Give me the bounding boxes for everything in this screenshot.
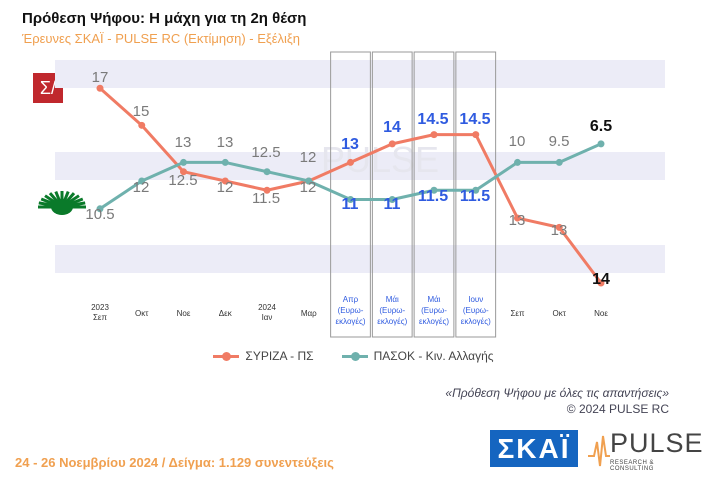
syriza-point: [430, 131, 438, 139]
x-tick-label: (Ευρω-: [338, 306, 364, 315]
pasok-point: [430, 186, 438, 194]
syriza-data-label: 10: [509, 133, 526, 150]
pasok-data-label: 11.5: [252, 190, 280, 207]
legend-item-syriza: ΣΥΡΙΖΑ - ΠΣ: [213, 349, 314, 363]
syriza-data-label: 12: [300, 149, 317, 166]
syriza-point: [472, 131, 480, 139]
syriza-point: [138, 121, 146, 129]
syriza-point: [597, 279, 605, 287]
syriza-data-label: 9.5: [549, 133, 570, 150]
pasok-point: [180, 158, 187, 166]
syriza-data-label: 14.5: [459, 111, 490, 128]
pasok-point: [221, 158, 229, 166]
x-tick-label: (Ευρω-: [421, 306, 447, 315]
pasok-point: [138, 177, 146, 185]
x-tick-label: εκλογές): [419, 317, 449, 326]
euro-election-box: [455, 51, 497, 338]
pasok-data-label: 14: [592, 271, 610, 288]
pasok-point: [263, 168, 271, 176]
syriza-data-label: 12.5: [251, 144, 280, 161]
pasok-point: [96, 205, 104, 213]
pasok-point: [388, 196, 396, 204]
syriza-point: [555, 223, 563, 231]
syriza-point: [180, 168, 187, 176]
pasok-data-label: 11: [384, 196, 401, 213]
syriza-data-label: 13: [341, 136, 359, 153]
syriza-data-label: 6.5: [590, 118, 612, 135]
background-band: [55, 245, 665, 273]
x-tick-label: εκλογές): [461, 317, 491, 326]
pulse-logo: PULSE RESEARCH & CONSULTING: [588, 428, 703, 472]
x-tick-label: Μάι: [427, 295, 440, 304]
note-voting-intention: «Πρόθεση Ψήφου με όλες τις απαντήσεις»: [445, 386, 669, 400]
pasok-point: [555, 158, 563, 166]
pasok-data-label: 11.5: [460, 188, 490, 205]
pasok-data-label: 12.5: [168, 172, 197, 189]
x-tick-label: εκλογές): [336, 317, 366, 326]
syriza-data-label: 13: [217, 134, 234, 151]
legend-swatch-pasok: [341, 351, 368, 361]
x-tick-label: (Ευρω-: [463, 306, 489, 315]
pasok-data-label: 12: [217, 179, 234, 196]
x-tick-label: Μαρ: [301, 309, 317, 318]
syriza-data-label: 13: [175, 134, 192, 151]
pasok-data-label: 13: [551, 222, 568, 239]
syriza-point: [388, 140, 396, 148]
survey-footer: 24 - 26 Νοεμβρίου 2024 / Δείγμα: 1.129 σ…: [15, 455, 334, 470]
syriza-point: [221, 177, 229, 185]
pasok-data-label: 12: [300, 179, 317, 196]
syriza-data-label: 17: [92, 69, 109, 86]
syriza-point: [347, 158, 354, 166]
x-tick-label: Νοε: [177, 309, 191, 318]
pasok-data-label: 13: [509, 212, 526, 229]
x-tick-label: Σεπ: [93, 313, 108, 322]
x-tick-label: Απρ: [343, 295, 359, 304]
watermark-text: PULSE: [321, 139, 439, 180]
pasok-point: [597, 140, 605, 148]
chart-title: Πρόθεση Ψήφου: Η μάχη για τη 2η θέση: [22, 10, 307, 27]
pasok-point: [305, 177, 313, 185]
pasok-point: [347, 196, 354, 204]
x-tick-label: 2023: [91, 303, 109, 312]
x-tick-label: Δεκ: [219, 309, 233, 318]
legend-label-pasok: ΠΑΣΟΚ - Κιν. Αλλαγής: [373, 349, 494, 363]
pasok-point: [472, 186, 480, 194]
syriza-point: [96, 84, 104, 92]
x-tick-label: Ιαν: [262, 313, 273, 322]
x-tick-label: 2024: [258, 303, 276, 312]
x-tick-label: Ιουν: [468, 295, 483, 304]
legend-label-syriza: ΣΥΡΙΖΑ - ΠΣ: [245, 349, 314, 363]
chart-subtitle: Έρευνες ΣΚΑΪ - PULSE RC (Εκτίμηση) - Εξέ…: [22, 31, 300, 46]
euro-election-box: [330, 51, 371, 338]
x-tick-label: Μάι: [386, 295, 399, 304]
chart-legend: ΣΥΡΙΖΑ - ΠΣ ΠΑΣΟΚ - Κιν. Αλλαγής: [0, 349, 707, 363]
pulse-wave-icon: [588, 435, 610, 467]
syriza-data-label: 15: [133, 103, 150, 120]
pasok-data-label: 10.5: [85, 206, 114, 223]
x-tick-label: Οκτ: [553, 309, 567, 318]
background-band: [55, 60, 665, 88]
legend-swatch-syriza: [213, 351, 240, 361]
pasok-point: [514, 158, 521, 166]
pasok-data-label: 12: [133, 179, 150, 196]
pulse-logo-subtext: RESEARCH & CONSULTING: [610, 460, 655, 472]
skai-logo: ΣΚΑΪ: [490, 430, 578, 467]
x-tick-label: (Ευρω-: [379, 306, 405, 315]
pasok-data-label: 11: [342, 196, 359, 213]
pasok-data-label: 11.5: [418, 188, 448, 205]
syriza-point: [514, 214, 521, 222]
line-chart: PULSE 17 15 13 13 12.5 12 13 14 14.5 14.5 10 9.5 6.5 1…: [38, 51, 665, 338]
x-tick-label: Σεπ: [510, 309, 525, 318]
note-copyright: © 2024 PULSE RC: [566, 402, 669, 416]
x-tick-label: Οκτ: [135, 309, 149, 318]
pasok-logo: [38, 190, 86, 215]
x-tick-label: εκλογές): [377, 317, 407, 326]
syriza-data-label: 14: [383, 119, 401, 136]
syriza-data-label: 14.5: [417, 111, 448, 128]
x-tick-label: Νοε: [594, 309, 608, 318]
syriza-logo-mark: Σ/: [39, 78, 57, 98]
pulse-logo-text: PULSE: [610, 428, 704, 458]
legend-item-pasok: ΠΑΣΟΚ - Κιν. Αλλαγής: [341, 349, 494, 363]
syriza-point: [263, 186, 271, 194]
